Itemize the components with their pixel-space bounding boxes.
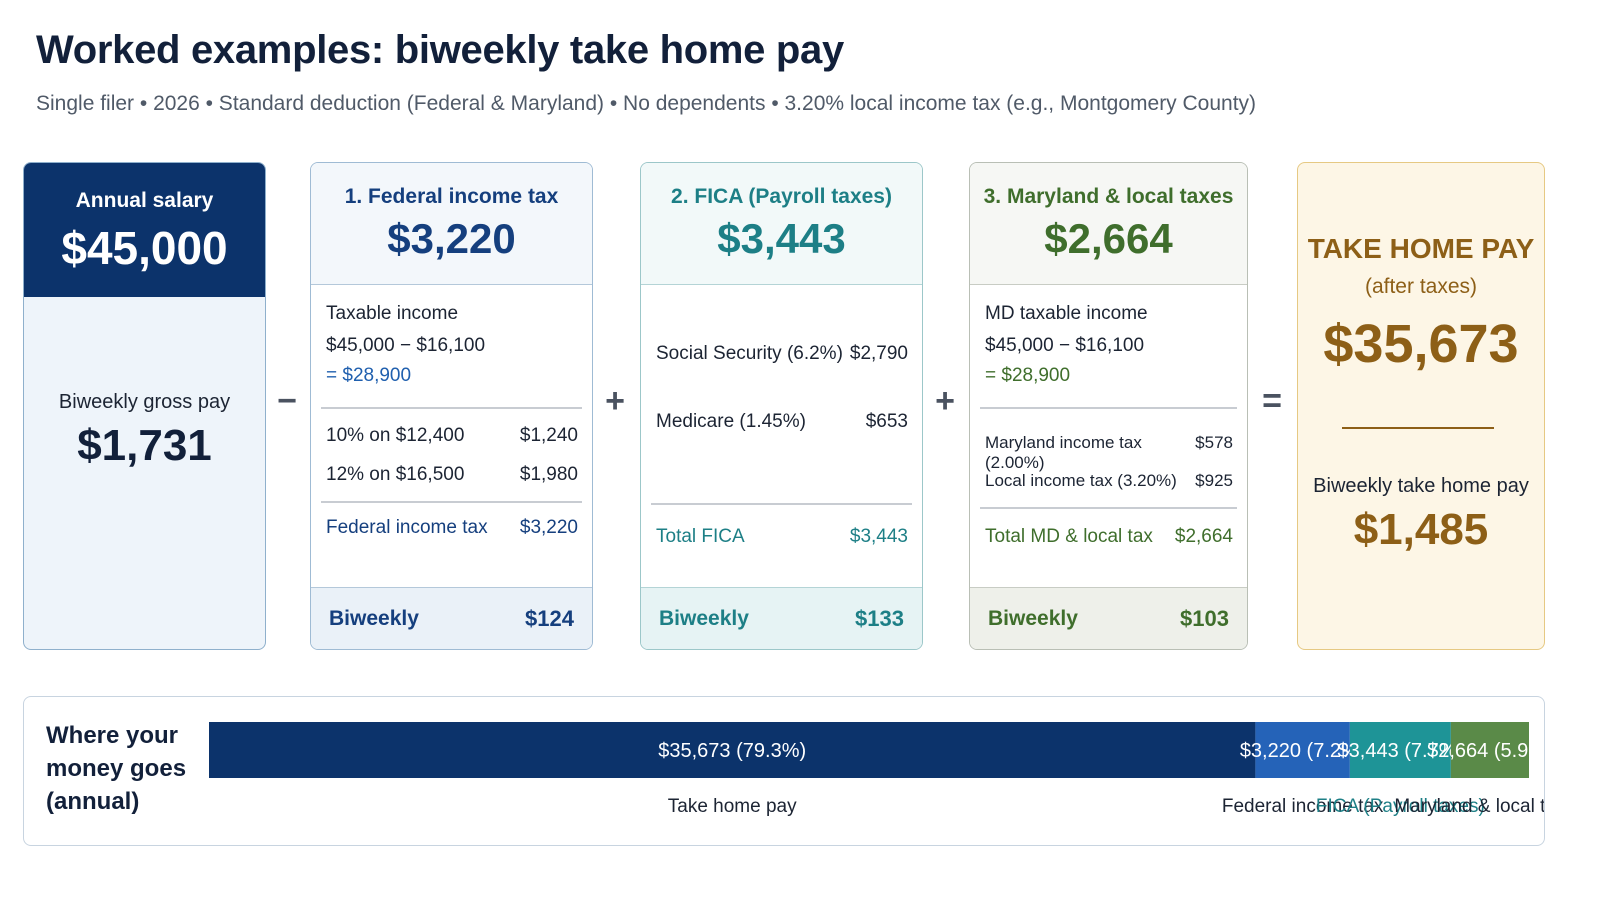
- take-home-amount: $35,673: [1323, 314, 1519, 374]
- biweekly-gross-label: Biweekly gross pay: [58, 391, 231, 413]
- fica-total-value: $3,443: [849, 526, 908, 547]
- annual-salary-card: Annual salary $45,000 Biweekly gross pay…: [23, 162, 266, 650]
- fica-biweekly-footer: Biweekly $133: [641, 587, 922, 649]
- biweekly-take-home-amount: $1,485: [1353, 505, 1489, 554]
- maryland-item-label: Maryland income tax (2.00%): [985, 433, 1142, 472]
- money-breakdown-panel: Where your money goes (annual) $35,673 (…: [23, 696, 1545, 846]
- annual-salary-amount: $45,000: [61, 222, 228, 274]
- maryland-tax-amount: $2,664: [1044, 215, 1173, 262]
- minus-operator: −: [277, 382, 297, 420]
- plus-operator: +: [605, 382, 625, 420]
- maryland-taxable-result: = $28,900: [985, 365, 1071, 386]
- bar-category-label: Federal income tax: [1222, 796, 1384, 817]
- fica-item-row: Social Security (6.2%) $2,790: [656, 343, 908, 365]
- federal-bracket-label: 12% on $16,500: [326, 464, 465, 485]
- federal-total-row: Federal income tax $3,220: [326, 517, 578, 539]
- maryland-item-row: Local income tax (3.20%) $925: [985, 471, 1233, 491]
- fica-item-label: Medicare (1.45%): [656, 411, 806, 432]
- maryland-item-value: $578: [1195, 433, 1233, 452]
- federal-bracket-value: $1,980: [519, 464, 578, 485]
- fica-tax-label: 2. FICA (Payroll taxes): [671, 185, 892, 208]
- fica-item-value: $653: [865, 411, 908, 432]
- maryland-item-row: Maryland income tax (2.00%) $578: [985, 433, 1233, 473]
- fica-tax-card: 2. FICA (Payroll taxes) $3,443 Social Se…: [640, 162, 923, 650]
- annual-salary-label: Annual salary: [75, 189, 214, 212]
- maryland-total-label: Total MD & local tax: [985, 526, 1153, 547]
- federal-total-label: Federal income tax: [326, 517, 488, 538]
- maryland-biweekly-label: Biweekly: [988, 606, 1078, 630]
- maryland-item-value: $925: [1195, 471, 1233, 490]
- bar-category-label: Take home pay: [668, 796, 797, 817]
- federal-tax-header: 1. Federal income tax $3,220: [311, 163, 592, 285]
- bar-value-label: $3,220 (7.2%): [1240, 740, 1366, 762]
- maryland-tax-header: 3. Maryland & local taxes $2,664: [970, 163, 1247, 285]
- fica-total-row: Total FICA $3,443: [656, 526, 908, 548]
- page-subtitle: Single filer • 2026 • Standard deduction…: [36, 92, 1257, 115]
- bar-segment-0: [209, 722, 1256, 778]
- fica-item-row: Medicare (1.45%) $653: [656, 411, 908, 433]
- fica-divider: [651, 503, 912, 505]
- fica-item-label: Social Security (6.2%): [656, 343, 843, 364]
- federal-biweekly-value: $124: [525, 605, 574, 631]
- federal-biweekly-label: Biweekly: [329, 606, 419, 630]
- bar-value-label: $2,664 (5.9%): [1427, 740, 1544, 762]
- bar-category-label: Maryland & local taxes: [1394, 796, 1544, 817]
- bar-category-label: FICA (Payroll taxes): [1316, 796, 1485, 817]
- maryland-taxable-calc: $45,000 − $16,100: [985, 335, 1145, 356]
- federal-divider-2: [321, 501, 582, 503]
- federal-bracket-row: 12% on $16,500 $1,980: [326, 464, 578, 486]
- maryland-item-label: Local income tax (3.20%): [985, 471, 1177, 490]
- fica-tax-header: 2. FICA (Payroll taxes) $3,443: [641, 163, 922, 285]
- biweekly-gross-amount: $1,731: [77, 421, 212, 470]
- biweekly-take-home-label: Biweekly take home pay: [1313, 475, 1529, 497]
- annual-salary-header: Annual salary $45,000: [24, 163, 265, 297]
- plus-operator: +: [935, 382, 955, 420]
- money-breakdown-chart: $35,673 (79.3%) Take home pay $3,220 (7.2%…: [209, 722, 1544, 817]
- take-home-sublabel: (after taxes): [1364, 275, 1478, 298]
- bar-value-label: $35,673 (79.3%): [658, 740, 806, 762]
- page-title: Worked examples: biweekly take home pay: [36, 28, 844, 72]
- federal-biweekly-footer: Biweekly $124: [311, 587, 592, 649]
- federal-taxable-result: = $28,900: [326, 365, 412, 386]
- federal-total-value: $3,220: [519, 517, 578, 538]
- federal-tax-label: 1. Federal income tax: [344, 185, 559, 208]
- maryland-biweekly-footer: Biweekly $103: [970, 587, 1247, 649]
- federal-bracket-value: $1,240: [519, 425, 578, 446]
- federal-taxable-calc: $45,000 − $16,100: [326, 335, 486, 356]
- federal-tax-card: 1. Federal income tax $3,220 Taxable inc…: [310, 162, 593, 650]
- maryland-total-row: Total MD & local tax $2,664: [985, 526, 1233, 548]
- federal-divider-1: [321, 407, 582, 409]
- maryland-total-value: $2,664: [1174, 526, 1233, 547]
- fica-total-label: Total FICA: [656, 526, 745, 547]
- maryland-divider-1: [980, 407, 1237, 409]
- maryland-taxable-label: MD taxable income: [985, 303, 1148, 324]
- maryland-biweekly-value: $103: [1180, 605, 1229, 631]
- federal-bracket-row: 10% on $12,400 $1,240: [326, 425, 578, 447]
- bar-segment-3: [1450, 722, 1529, 778]
- bar-segment-2: [1349, 722, 1451, 778]
- money-breakdown-label: Where your money goes (annual): [46, 722, 187, 815]
- federal-taxable-label: Taxable income: [326, 303, 459, 324]
- fica-biweekly-value: $133: [855, 605, 904, 631]
- fica-biweekly-label: Biweekly: [659, 606, 749, 630]
- fica-item-value: $2,790: [849, 343, 908, 364]
- bar-segment-1: [1255, 722, 1350, 778]
- fica-tax-amount: $3,443: [717, 215, 846, 262]
- equals-operator: =: [1262, 382, 1282, 420]
- maryland-tax-label: 3. Maryland & local taxes: [983, 185, 1234, 208]
- bar-value-label: $3,443 (7.7%): [1338, 740, 1464, 762]
- federal-bracket-label: 10% on $12,400: [326, 425, 465, 446]
- maryland-divider-2: [980, 507, 1237, 509]
- take-home-card: TAKE HOME PAY (after taxes) $35,673 Biwe…: [1297, 162, 1545, 650]
- maryland-tax-card: 3. Maryland & local taxes $2,664 MD taxa…: [969, 162, 1248, 650]
- take-home-label: TAKE HOME PAY: [1307, 233, 1535, 264]
- take-home-divider: [1342, 427, 1494, 429]
- federal-tax-amount: $3,220: [387, 215, 516, 262]
